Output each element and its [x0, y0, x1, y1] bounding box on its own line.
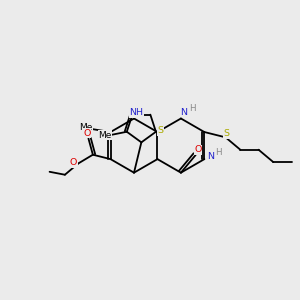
Text: H: H	[215, 148, 222, 157]
Text: Me: Me	[98, 131, 111, 140]
Text: S: S	[224, 129, 230, 138]
Text: H: H	[189, 104, 196, 113]
Text: O: O	[70, 158, 77, 167]
Text: N: N	[180, 107, 187, 116]
Text: NH: NH	[129, 108, 143, 117]
Text: O: O	[194, 145, 202, 154]
Text: S: S	[158, 126, 164, 135]
Text: Me: Me	[79, 123, 92, 132]
Text: N: N	[207, 152, 214, 161]
Text: O: O	[84, 129, 91, 138]
